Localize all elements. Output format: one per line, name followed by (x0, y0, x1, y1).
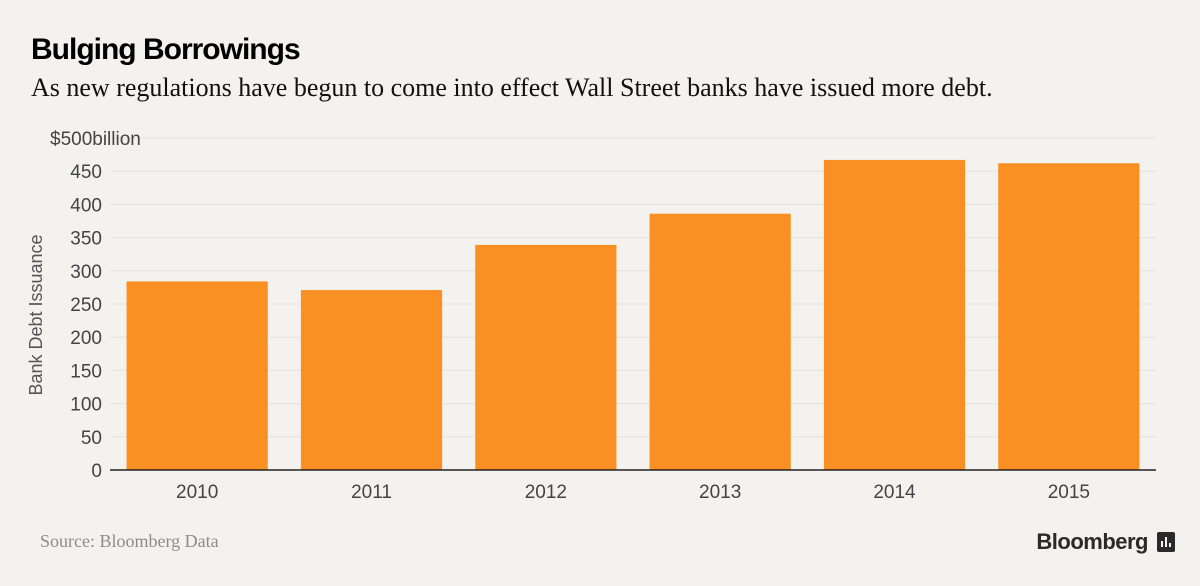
y-tick-label: 450 (70, 162, 102, 183)
y-tick-label: 100 (70, 395, 102, 416)
chart-title: Bulging Borrowings (31, 33, 301, 66)
x-tick-label: 2013 (699, 482, 741, 503)
bar-2013 (649, 213, 791, 471)
y-tick-label: 150 (70, 361, 102, 382)
source-note: Source: Bloomberg Data (40, 531, 219, 551)
y-tick-label: $500billion (50, 129, 141, 150)
y-tick-label: 250 (70, 295, 102, 316)
bar-2010 (126, 281, 268, 470)
bar-2011 (300, 290, 443, 470)
chart-subtitle: As new regulations have begun to come in… (31, 73, 993, 102)
y-tick-label: 400 (70, 195, 102, 216)
bars (126, 159, 1140, 471)
y-tick-label: 0 (91, 461, 102, 482)
x-tick-label: 2011 (351, 482, 392, 503)
y-tick-labels: 0 50 100 150 200 250 300 350 400 450 $500billion (50, 129, 141, 482)
gridlines (110, 137, 1156, 438)
x-tick-label: 2012 (525, 482, 567, 503)
y-tick-label: 300 (70, 262, 102, 283)
x-tick-label: 2015 (1048, 482, 1090, 503)
y-tick-label: 200 (70, 328, 102, 349)
bar-2015 (998, 163, 1140, 470)
x-tick-label: 2010 (176, 482, 218, 503)
brand-logo: Bloomberg (1036, 529, 1148, 554)
y-tick-label: 50 (81, 428, 102, 449)
y-axis-label: Bank Debt Issuance (26, 234, 46, 395)
y-tick-label: 350 (70, 229, 102, 250)
x-tick-labels: 2010 2011 2012 2013 2014 2015 (176, 482, 1090, 503)
x-tick-label: 2014 (873, 482, 916, 503)
bar-2014 (823, 159, 966, 471)
bar-chart-icon (1157, 532, 1175, 552)
bar-2012 (475, 244, 617, 470)
